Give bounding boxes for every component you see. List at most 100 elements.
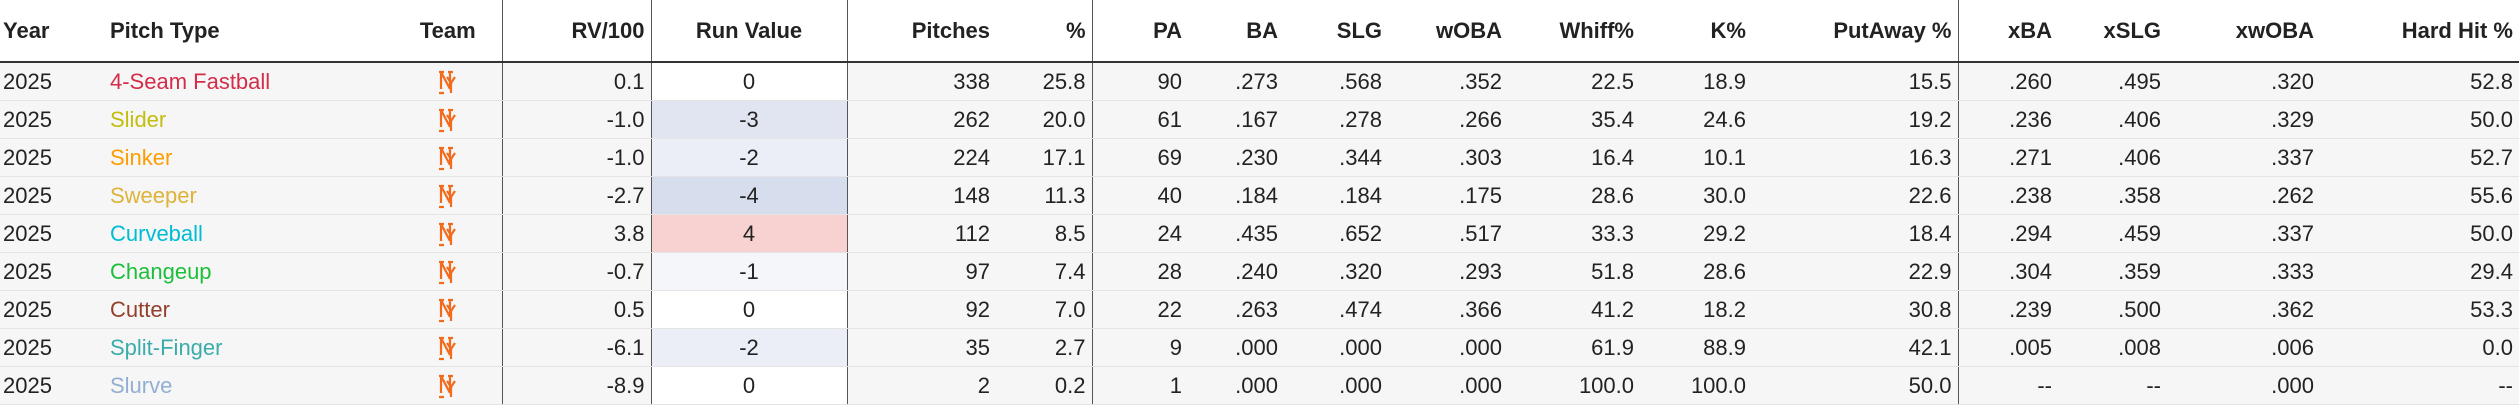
cell: 29.2 [1640,214,1752,253]
cell: 0.2 [996,366,1093,405]
column-header: Whiff% [1508,0,1640,63]
cell: 19.2 [1752,100,1959,139]
cell: 224 [847,138,996,177]
cell: .337 [2167,138,2320,177]
cell: .474 [1284,290,1388,329]
cell: .358 [2058,176,2167,215]
team-cell [394,328,503,367]
cell: .000 [1188,366,1284,405]
cell: -- [1958,366,2058,405]
cell: .184 [1188,176,1284,215]
cell: .167 [1188,100,1284,139]
cell: .366 [1388,290,1508,329]
cell: 2025 [0,328,92,367]
cell: 50.0 [2320,100,2519,139]
cell: Slider [92,100,394,139]
cell: -2 [651,328,848,367]
team-cell [394,62,503,101]
cell: .337 [2167,214,2320,253]
cell: Curveball [92,214,394,253]
team-logo [438,260,456,285]
cell: .495 [2058,62,2167,101]
column-header: Pitches [847,0,996,63]
cell: .406 [2058,100,2167,139]
cell: .652 [1284,214,1388,253]
team-cell [394,290,503,329]
team-cell [394,138,503,177]
cell: .000 [1284,366,1388,405]
column-header: xBA [1958,0,2058,63]
cell: 61.9 [1508,328,1640,367]
pitch-row: 2025 Split-Finger -6.1 -2 35 2.7 9.000.000.00… [0,328,2519,367]
cell: .329 [2167,100,2320,139]
cell: .320 [1284,252,1388,291]
cell: 22.5 [1508,62,1640,101]
cell: -8.9 [502,366,652,405]
cell: .303 [1388,138,1508,177]
cell: 22 [1092,290,1188,329]
cell: .000 [2167,366,2320,405]
column-header: SLG [1284,0,1388,63]
cell: .517 [1388,214,1508,253]
column-header: xSLG [2058,0,2167,63]
cell: .238 [1958,176,2058,215]
team-cell [394,252,503,291]
cell: 22.9 [1752,252,1959,291]
cell: 40 [1092,176,1188,215]
cell: 16.3 [1752,138,1959,177]
column-header: Hard Hit % [2320,0,2519,63]
team-logo [438,298,456,323]
team-cell [394,366,503,405]
cell: .000 [1284,328,1388,367]
cell: .294 [1958,214,2058,253]
cell: 52.8 [2320,62,2519,101]
cell: .175 [1388,176,1508,215]
cell: 88.9 [1640,328,1752,367]
cell: 0 [651,290,848,329]
cell: 9 [1092,328,1188,367]
cell: 30.8 [1752,290,1959,329]
cell: 55.6 [2320,176,2519,215]
pitch-row: 2025 4-Seam Fastball 0.1 0 338 25.8 90.273.56… [0,62,2519,101]
cell: 1 [1092,366,1188,405]
cell: 22.6 [1752,176,1959,215]
cell: .359 [2058,252,2167,291]
cell: -3 [651,100,848,139]
cell: .273 [1188,62,1284,101]
cell: 0.0 [2320,328,2519,367]
cell: 50.0 [1752,366,1959,405]
column-header: Year [0,0,92,63]
cell: 69 [1092,138,1188,177]
cell: 338 [847,62,996,101]
team-logo [438,222,456,247]
cell: 17.1 [996,138,1093,177]
cell: 112 [847,214,996,253]
cell: 2025 [0,366,92,405]
cell: -1.0 [502,100,652,139]
cell: .266 [1388,100,1508,139]
pitch-row: 2025 Cutter 0.5 0 92 7.0 22.263.474.366 41.2 18… [0,290,2519,329]
cell: 3.8 [502,214,652,253]
cell: .568 [1284,62,1388,101]
cell: 148 [847,176,996,215]
cell: .500 [2058,290,2167,329]
cell: .435 [1188,214,1284,253]
cell: 0 [651,366,848,405]
cell: 25.8 [996,62,1093,101]
cell: -1.0 [502,138,652,177]
cell: .230 [1188,138,1284,177]
cell: Changeup [92,252,394,291]
cell: 18.4 [1752,214,1959,253]
pitch-row: 2025 Slider -1.0 -3 262 20.0 61.167.278.266 35… [0,100,2519,139]
cell: .000 [1388,366,1508,405]
cell: 28 [1092,252,1188,291]
cell: 61 [1092,100,1188,139]
cell: .320 [2167,62,2320,101]
cell: 53.3 [2320,290,2519,329]
cell: 20.0 [996,100,1093,139]
column-header: xwOBA [2167,0,2320,63]
pitch-row: 2025 Sinker -1.0 -2 224 17.1 69.230.344.303 16… [0,138,2519,177]
cell: 15.5 [1752,62,1959,101]
cell: -2 [651,138,848,177]
